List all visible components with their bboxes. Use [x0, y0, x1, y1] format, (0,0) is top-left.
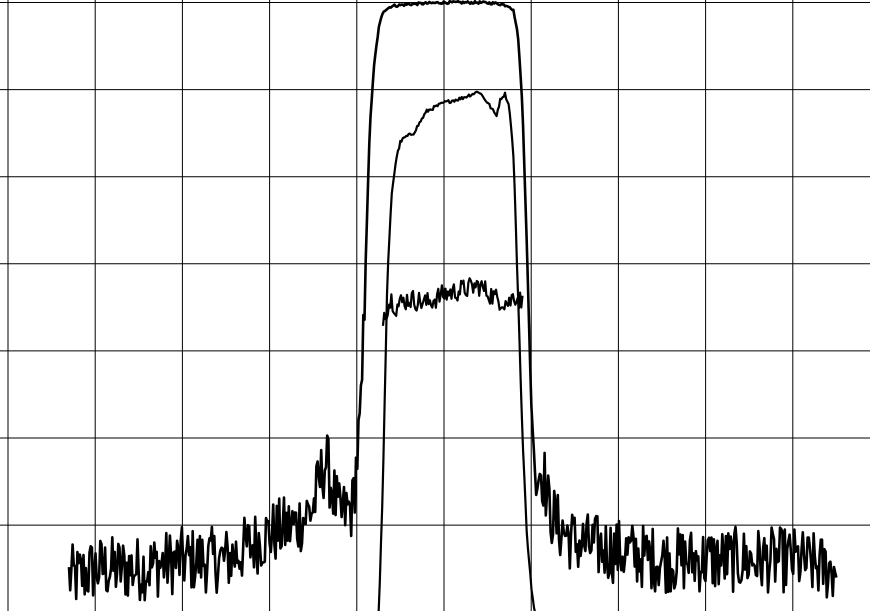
series-line-2: [377, 90, 536, 611]
series-line-1: [67, 0, 838, 602]
plot-traces: [67, 0, 838, 611]
series-line-3: [381, 277, 524, 326]
